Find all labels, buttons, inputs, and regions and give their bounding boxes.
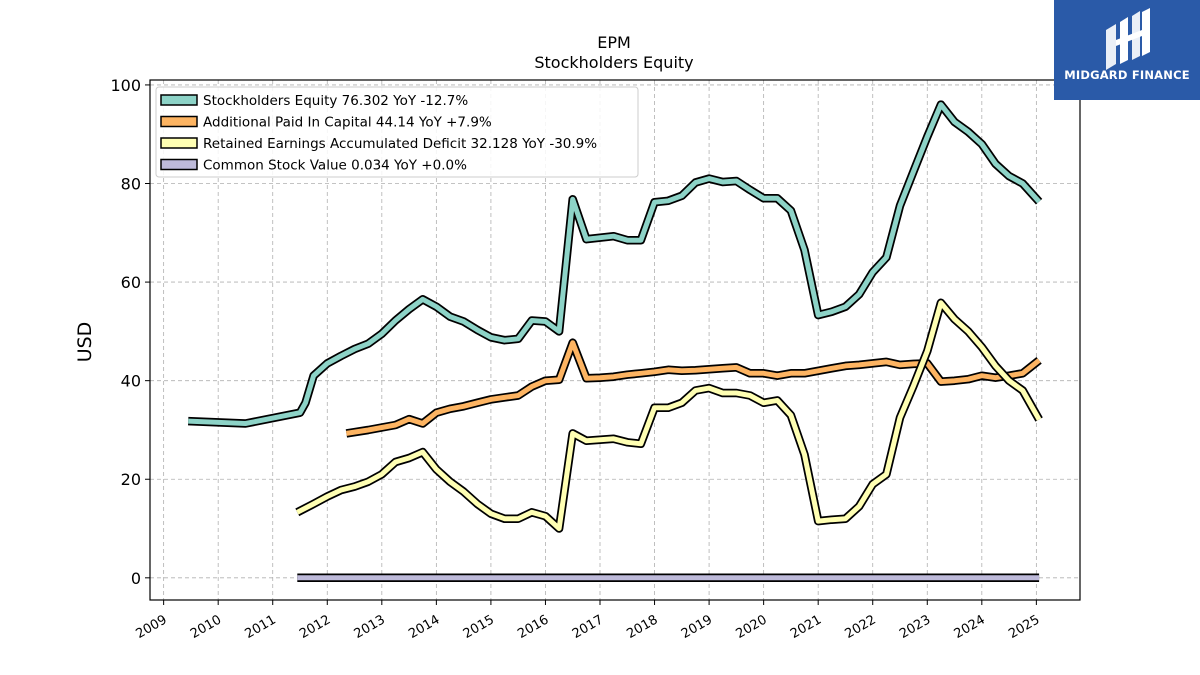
x-tick-label: 2012 [297, 612, 333, 642]
y-tick-label: 60 [121, 273, 141, 292]
x-tick-label: 2020 [733, 612, 769, 642]
y-tick-label: 80 [121, 175, 141, 194]
y-tick-label: 40 [121, 372, 141, 391]
chart-title: EPM [597, 33, 631, 52]
plot-frame [149, 79, 1081, 601]
logo-text: MIDGARD FINANCE [1064, 68, 1190, 82]
x-tick-label: 2018 [624, 612, 660, 642]
legend-swatch [160, 94, 198, 106]
chart-subtitle: Stockholders Equity [534, 53, 693, 72]
x-tick-label: 2013 [352, 612, 388, 642]
series-line [188, 102, 1041, 426]
series-stockholders-equity [188, 100, 1043, 428]
x-tick-label: 2017 [570, 612, 606, 642]
x-tick-label: 2015 [461, 612, 497, 642]
legend-swatch [160, 158, 198, 171]
series-layer [188, 100, 1043, 582]
logo-mark-icon [1106, 8, 1150, 70]
x-tick-label: 2022 [843, 612, 879, 642]
y-tick-label: 0 [131, 569, 141, 588]
y-tick-label: 20 [121, 470, 141, 489]
legend-swatch [160, 137, 198, 149]
midgard-finance-logo: MIDGARD FINANCE [1054, 0, 1200, 100]
x-tick-label: 2021 [788, 612, 824, 642]
x-tick-label: 2019 [679, 612, 715, 642]
x-tick-label: 2016 [515, 612, 551, 642]
series-retained-earnings-accumulated-deficit [295, 298, 1043, 533]
y-tick-label: 100 [110, 76, 141, 95]
x-tick-label: 2011 [243, 612, 279, 642]
legend-swatch [160, 115, 198, 128]
legend-label: Stockholders Equity 76.302 YoY -12.7% [203, 93, 468, 109]
legend-label: Common Stock Value 0.034 YoY +0.0% [203, 158, 467, 174]
x-tick-label: 2010 [188, 612, 224, 642]
x-tick-label: 2023 [897, 612, 933, 642]
y-axis-label: USD [74, 322, 96, 363]
legend: Stockholders Equity 76.302 YoY -12.7% Add… [155, 86, 639, 178]
series-line [296, 300, 1042, 531]
x-tick-label: 2014 [406, 612, 442, 642]
x-tick-label: 2024 [952, 612, 988, 642]
legend-label: Additional Paid In Capital 44.14 YoY +7.… [203, 115, 492, 131]
x-tick-label: 2025 [1006, 612, 1042, 642]
legend-box [155, 86, 639, 178]
legend-label: Retained Earnings Accumulated Deficit 32… [203, 136, 597, 152]
x-tick-label: 2009 [133, 612, 169, 642]
